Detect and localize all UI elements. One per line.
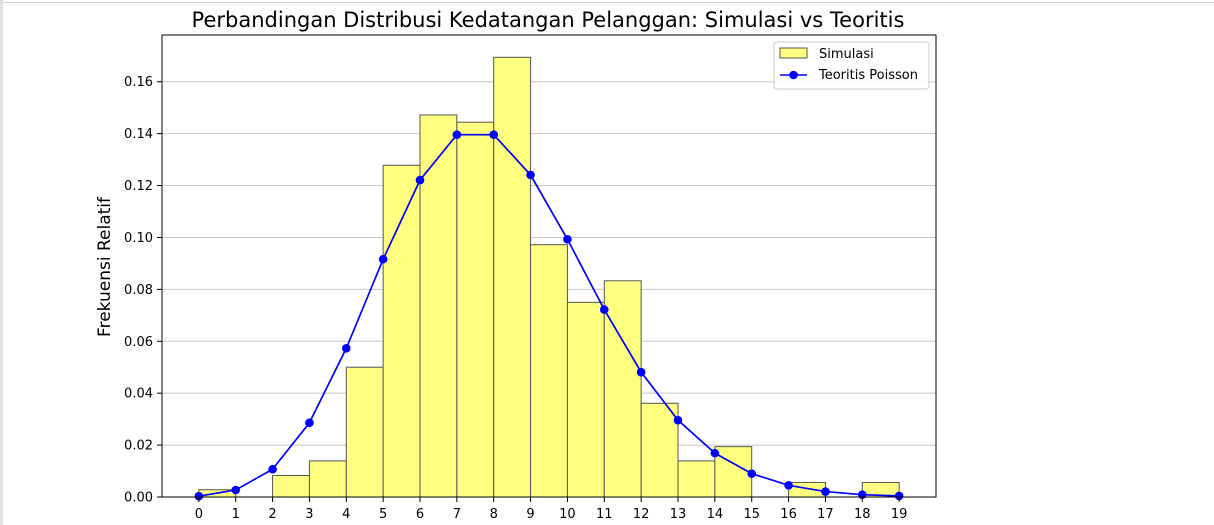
poisson-point (415, 175, 425, 185)
x-tick-label: 8 (490, 507, 498, 522)
poisson-point (194, 491, 204, 501)
x-tick-label: 0 (195, 507, 203, 522)
poisson-point (489, 130, 499, 139)
histogram-bar (345, 366, 384, 498)
histogram-bar (530, 244, 568, 498)
axes (161, 34, 937, 498)
histogram-bar (788, 481, 826, 498)
y-tick-label: 0.12 (124, 179, 153, 194)
histogram-bar (677, 460, 716, 498)
x-tick-label: 12 (633, 507, 650, 522)
poisson-point (599, 305, 609, 314)
tick-labels: 0 1 2 3 4 5 6 7 8 9 10 11 12 13 14 15 16 17 18 190.000.020.… (124, 75, 907, 522)
legend-swatch-poisson-marker (789, 70, 798, 80)
histogram-bar (566, 301, 605, 498)
histogram-bar (714, 446, 753, 498)
x-tick-label: 15 (743, 507, 760, 522)
x-tick-label: 2 (268, 507, 276, 522)
poisson-point (378, 254, 388, 264)
histogram-bar (456, 121, 495, 498)
y-tick-label: 0.02 (124, 439, 153, 454)
x-tick-label: 5 (379, 507, 387, 522)
window-top-border (0, 2, 1214, 3)
y-tick-label: 0.16 (124, 75, 153, 90)
x-tick-label: 10 (559, 507, 576, 522)
legend-label-poisson: Teoritis Poisson (818, 68, 918, 83)
y-tick-label: 0.10 (124, 231, 153, 246)
legend-label-simulasi: Simulasi (819, 47, 874, 62)
poisson-point (231, 485, 241, 495)
chart-title: Perbandingan Distribusi Kedatangan Pelan… (192, 8, 905, 32)
histogram-bar (603, 280, 642, 498)
y-tick-label: 0.06 (124, 335, 153, 350)
x-tick-label: 9 (526, 507, 534, 522)
x-tick-label: 4 (342, 507, 350, 522)
poisson-point (821, 487, 830, 496)
x-tick-label: 17 (817, 507, 834, 522)
window-left-border (0, 0, 3, 525)
histogram-bars (198, 56, 900, 498)
poisson-point (894, 491, 904, 501)
x-tick-label: 19 (891, 507, 908, 522)
histogram-bar (272, 474, 310, 498)
x-tick-label: 13 (670, 507, 687, 522)
poisson-point (747, 469, 757, 478)
poisson-point (526, 170, 535, 180)
histogram-bar (382, 164, 421, 498)
poisson-point (673, 415, 683, 425)
y-tick-label: 0.04 (124, 387, 153, 402)
poisson-point (452, 130, 462, 139)
x-tick-label: 16 (780, 507, 797, 522)
histogram-bar (493, 56, 532, 498)
x-tick-label: 1 (232, 507, 240, 522)
y-tick-label: 0.08 (124, 283, 153, 298)
histogram-bar (308, 460, 347, 498)
y-axis-label: Frekuensi Relatif (95, 196, 115, 337)
legend-swatch-simulasi (779, 47, 808, 59)
poisson-point (710, 448, 720, 458)
poisson-point (341, 343, 351, 353)
y-tick-label: 0.14 (124, 127, 153, 142)
x-tick-label: 14 (707, 507, 724, 522)
poisson-point (268, 464, 277, 474)
y-tick-label: 0.00 (124, 491, 153, 506)
legend: Simulasi Teoritis Poisson (773, 41, 930, 90)
poisson-point (305, 418, 314, 428)
x-tick-label: 3 (305, 507, 313, 522)
plot-frame (161, 34, 937, 498)
x-tick-label: 6 (416, 507, 424, 522)
histogram-bar (640, 402, 679, 498)
poisson-line (194, 130, 904, 501)
x-tick-label: 11 (596, 507, 613, 522)
x-tick-label: 7 (453, 507, 461, 522)
x-tick-label: 18 (854, 507, 871, 522)
poisson-series-line (198, 133, 900, 498)
legend-box (773, 41, 930, 90)
poisson-point (784, 481, 793, 490)
poisson-point (636, 367, 646, 377)
poisson-point (563, 234, 572, 244)
